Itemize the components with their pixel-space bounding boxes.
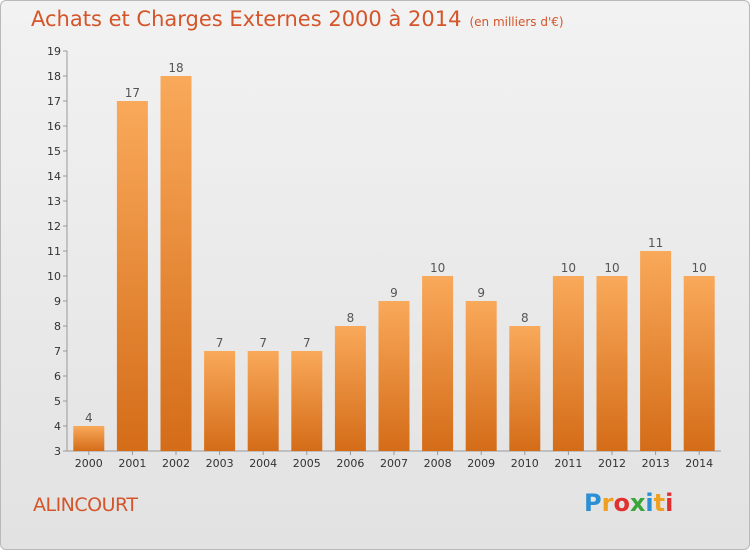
x-tick-label-2004: 2004 — [249, 457, 277, 470]
y-tick-label: 13 — [47, 195, 61, 208]
logo-letter: i — [665, 489, 674, 517]
bar-2009 — [465, 301, 497, 451]
bar-2005 — [291, 351, 323, 451]
data-label-2009: 9 — [477, 286, 485, 300]
y-tick-label: 7 — [54, 345, 61, 358]
y-tick-label: 6 — [54, 370, 61, 383]
y-tick-label: 16 — [47, 120, 61, 133]
chart-unit: (en milliers d'€) — [469, 15, 564, 29]
logo-letter: x — [629, 489, 646, 517]
data-label-2011: 10 — [561, 261, 576, 275]
data-label-2007: 9 — [390, 286, 398, 300]
x-tick-label-2012: 2012 — [598, 457, 626, 470]
y-tick-label: 11 — [47, 245, 61, 258]
y-tick-label: 19 — [47, 45, 61, 58]
logo-letter: o — [613, 489, 630, 517]
data-label-2002: 18 — [168, 61, 183, 75]
bar-2011 — [552, 276, 584, 451]
y-tick-label: 10 — [47, 270, 61, 283]
bar-2007 — [378, 301, 410, 451]
logo-letter: i — [645, 489, 654, 517]
x-tick-label-2005: 2005 — [293, 457, 321, 470]
logo-letter: P — [584, 489, 602, 517]
x-tick-label-2014: 2014 — [685, 457, 713, 470]
bar-2000 — [73, 426, 105, 451]
data-label-2004: 7 — [259, 336, 267, 350]
bar-2006 — [334, 326, 366, 451]
x-tick-label-2003: 2003 — [206, 457, 234, 470]
y-tick-label: 14 — [47, 170, 61, 183]
bar-2003 — [204, 351, 236, 451]
x-tick-label-2007: 2007 — [380, 457, 408, 470]
bar-2010 — [509, 326, 541, 451]
data-label-2005: 7 — [303, 336, 311, 350]
commune-name: ALINCOURT — [33, 494, 138, 516]
bar-2013 — [640, 251, 672, 451]
x-tick-label-2006: 2006 — [336, 457, 364, 470]
x-tick-label-2008: 2008 — [424, 457, 452, 470]
logo-letter: t — [653, 489, 666, 517]
y-tick-label: 17 — [47, 95, 61, 108]
chart-title-text: Achats et Charges Externes 2000 à 2014 — [31, 7, 462, 31]
y-tick-label: 18 — [47, 70, 61, 83]
data-label-2012: 10 — [604, 261, 619, 275]
y-tick-label: 5 — [54, 395, 61, 408]
proxiti-logo: Proxiti — [584, 489, 673, 517]
y-tick-label: 8 — [54, 320, 61, 333]
y-tick-label: 12 — [47, 220, 61, 233]
data-label-2010: 8 — [521, 311, 529, 325]
data-label-2000: 4 — [85, 411, 93, 425]
y-tick-label: 9 — [54, 295, 61, 308]
x-tick-label-2011: 2011 — [554, 457, 582, 470]
x-tick-label-2002: 2002 — [162, 457, 190, 470]
bar-2014 — [683, 276, 715, 451]
y-tick-label: 4 — [54, 420, 61, 433]
bar-2001 — [116, 101, 148, 451]
data-label-2003: 7 — [216, 336, 224, 350]
x-tick-label-2010: 2010 — [511, 457, 539, 470]
bar-2004 — [247, 351, 279, 451]
x-tick-label-2001: 2001 — [118, 457, 146, 470]
x-tick-label-2000: 2000 — [75, 457, 103, 470]
y-tick-label: 3 — [54, 445, 61, 458]
data-label-2006: 8 — [347, 311, 355, 325]
data-label-2014: 10 — [692, 261, 707, 275]
chart-title: Achats et Charges Externes 2000 à 2014 (e… — [31, 7, 564, 31]
data-label-2008: 10 — [430, 261, 445, 275]
x-tick-label-2009: 2009 — [467, 457, 495, 470]
bar-2002 — [160, 76, 192, 451]
x-tick-label-2013: 2013 — [642, 457, 670, 470]
bar-2008 — [422, 276, 454, 451]
data-label-2001: 17 — [125, 86, 140, 100]
logo-letter: r — [601, 489, 614, 517]
data-label-2013: 11 — [648, 236, 663, 250]
bar-2012 — [596, 276, 628, 451]
y-tick-label: 15 — [47, 145, 61, 158]
